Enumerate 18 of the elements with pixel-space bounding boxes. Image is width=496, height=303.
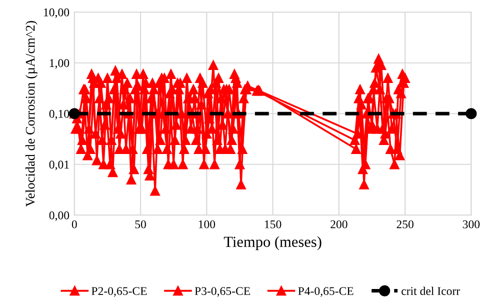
legend-label: P3-0,65-CE [194, 287, 250, 297]
y-tick-label: 0,10 [49, 110, 70, 120]
x-tick-label: 300 [462, 220, 480, 228]
y-tick-label: 10,00 [44, 8, 70, 18]
y-tick-label: 0,00 [49, 211, 70, 222]
x-tick-label: 200 [330, 220, 348, 228]
legend-label: P2-0,65-CE [92, 287, 147, 297]
y-tick-label: 1,00 [50, 59, 70, 69]
x-axis-title: Tiempo (meses) [224, 236, 322, 250]
x-tick-label: 150 [264, 220, 282, 228]
y-axis-title: Velocidad de Corrosion (µA/cm^2) [25, 21, 38, 207]
legend-label: P4-0,65-CE [298, 287, 354, 297]
legend-label: crit del Icorr [402, 286, 460, 296]
y-tick-label: 0,01 [49, 160, 69, 170]
x-tick-label: 50 [135, 220, 146, 228]
x-tick-label: 250 [396, 220, 414, 228]
x-tick-label: 100 [198, 220, 216, 228]
x-tick-label: 0 [72, 220, 77, 228]
